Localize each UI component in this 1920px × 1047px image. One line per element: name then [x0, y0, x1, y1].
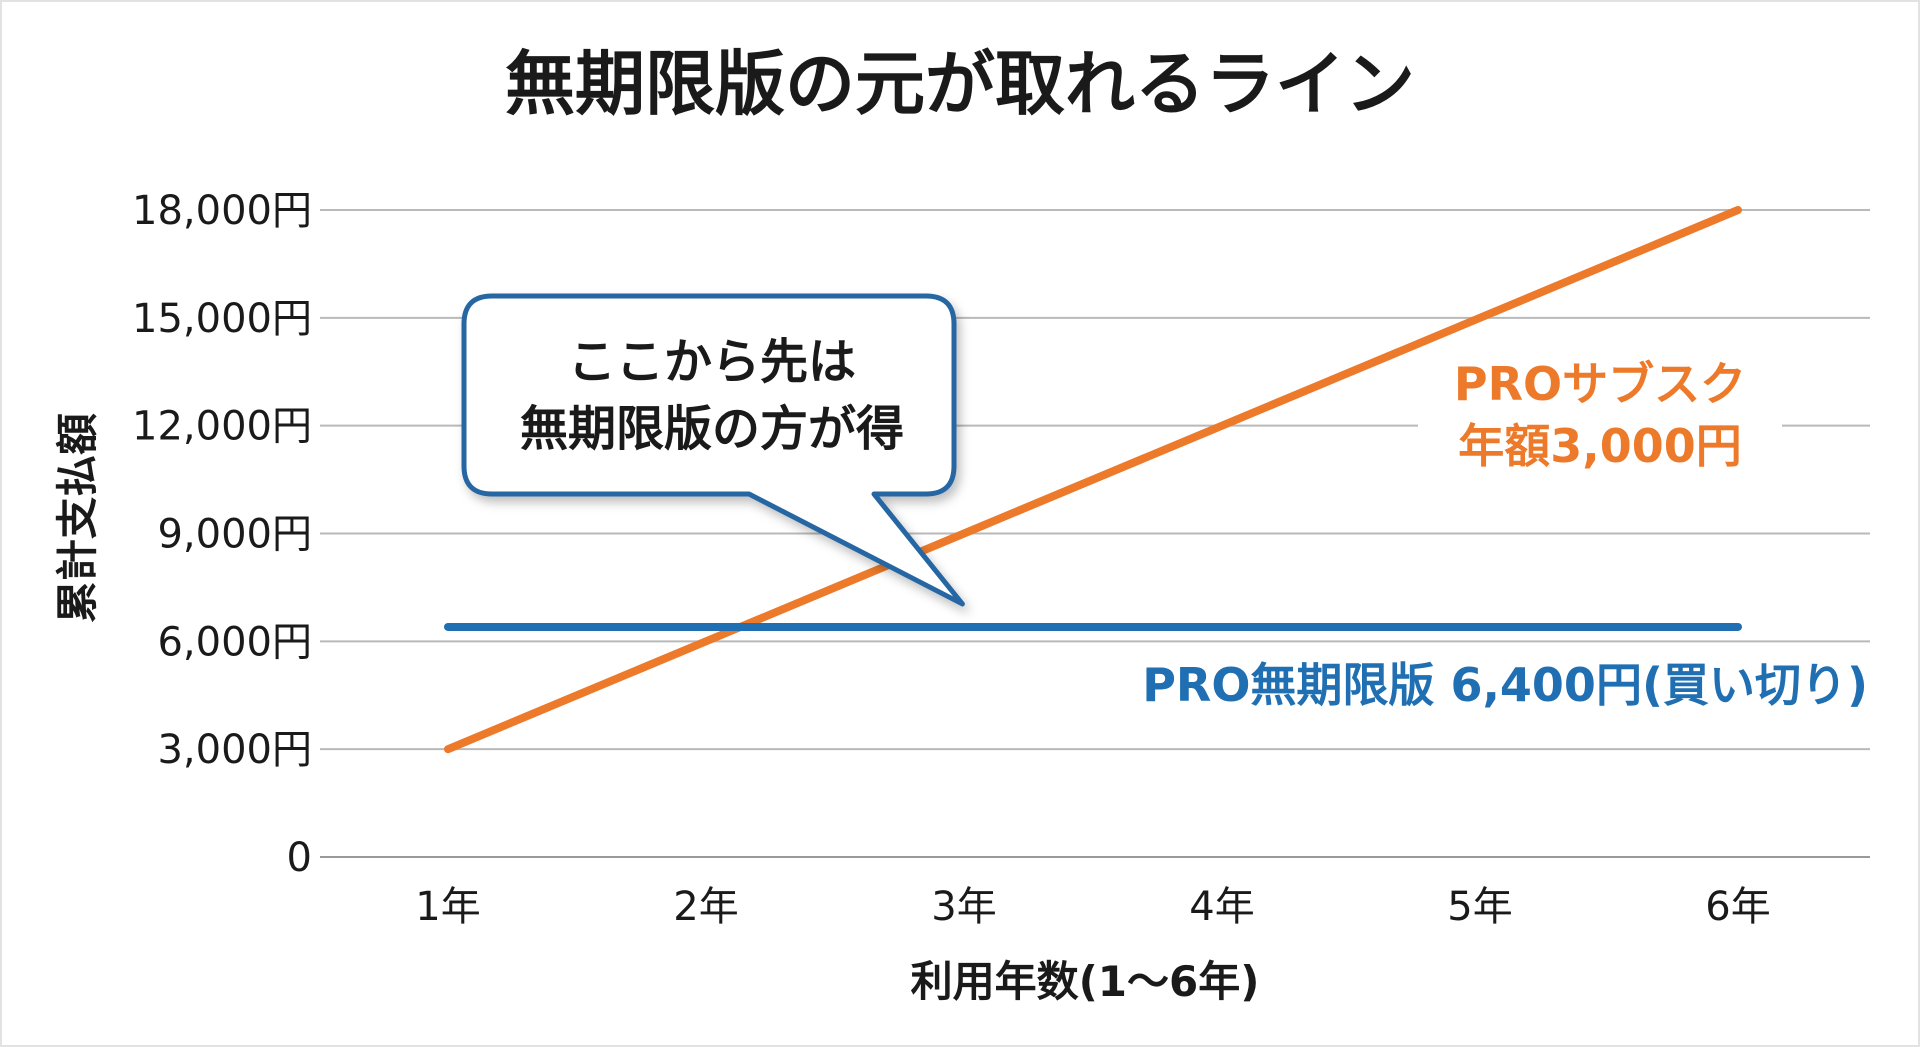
series-labels: PROサブスク年額3,000円 PRO無期限版 6,400円(買い切り): [1142, 350, 1868, 712]
y-tick-label: 6,000円: [157, 619, 312, 665]
callout-line-1: ここから先は: [568, 334, 856, 390]
y-tick-label: 9,000円: [157, 512, 312, 558]
y-tick-label: 15,000円: [132, 296, 312, 342]
y-axis-ticks: 0 3,000円 6,000円 9,000円 12,000円 15,000円 18,000円: [132, 188, 312, 881]
x-tick-label: 5年: [1447, 884, 1512, 930]
x-tick-label: 1年: [415, 884, 480, 930]
y-tick-label: 3,000円: [157, 727, 312, 773]
series-label-subscription: 年額3,000円: [1458, 419, 1742, 473]
y-tick-label: 18,000円: [132, 188, 312, 234]
callout-line-2: 無期限版の方が得: [520, 401, 904, 457]
x-axis-ticks: 1年 2年 3年 4年 5年 6年: [415, 884, 1770, 930]
y-axis-label: 累計支払額: [53, 413, 102, 623]
series-label-subscription: PROサブスク: [1454, 357, 1746, 411]
series-label-perpetual: PRO無期限版 6,400円(買い切り): [1142, 658, 1868, 712]
callout-annotation: ここから先は 無期限版の方が得: [464, 296, 962, 604]
x-tick-label: 2年: [673, 884, 738, 930]
y-tick-label: 12,000円: [132, 404, 312, 450]
chart-title: 無期限版の元が取れるライン: [505, 43, 1415, 125]
y-tick-label: 0: [287, 835, 312, 881]
x-tick-label: 6年: [1705, 884, 1770, 930]
x-tick-label: 4年: [1189, 884, 1254, 930]
x-tick-label: 3年: [931, 884, 996, 930]
x-axis-label: 利用年数(1〜6年): [911, 957, 1260, 1006]
